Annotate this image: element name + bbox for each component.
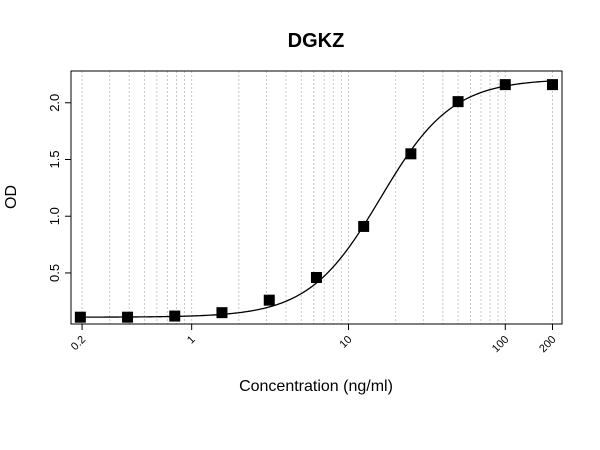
- x-tick-label: 0.2: [69, 334, 88, 353]
- chart-title: DGKZ: [288, 30, 345, 52]
- data-point: [263, 294, 275, 306]
- plot-frame: [70, 70, 563, 325]
- grid-lines: [81, 71, 553, 324]
- y-axis-label: OD: [3, 185, 20, 209]
- data-point: [122, 311, 134, 323]
- y-tick-label: 1.0: [47, 207, 62, 225]
- data-point: [546, 79, 558, 91]
- x-tick-label: 200: [537, 334, 558, 355]
- fit-curve: [80, 80, 553, 318]
- data-point: [452, 96, 464, 108]
- data-points: [74, 79, 558, 323]
- x-tick-label: 100: [490, 334, 511, 355]
- x-axis: 0.2 1 10 100 200: [69, 324, 559, 355]
- data-point: [74, 311, 86, 323]
- y-tick-label: 1.5: [47, 150, 62, 168]
- data-point: [310, 271, 322, 283]
- data-point: [405, 148, 417, 160]
- x-axis-label: Concentration (ng/ml): [239, 378, 393, 395]
- data-point: [216, 307, 228, 319]
- y-axis: 0.5 1.0 1.5 2.0: [47, 94, 71, 282]
- data-point: [499, 79, 511, 91]
- data-point: [358, 220, 370, 232]
- x-tick-label: 10: [337, 334, 354, 351]
- data-point: [169, 310, 181, 322]
- y-tick-label: 2.0: [47, 94, 62, 112]
- x-tick-label: 1: [185, 334, 198, 347]
- y-tick-label: 0.5: [47, 264, 62, 282]
